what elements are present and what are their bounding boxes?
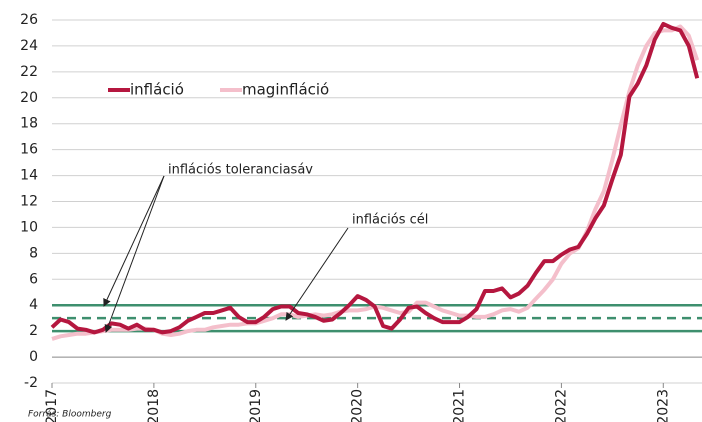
y-tick-label: 20: [20, 90, 38, 106]
y-tick-label: 0: [29, 349, 38, 365]
y-tick-label: 10: [20, 219, 38, 235]
annotation-arrow: [285, 227, 349, 321]
y-tick-label: 12: [20, 194, 38, 210]
legend: infláció maginfláció: [108, 81, 329, 99]
y-tick-label: 24: [20, 38, 38, 54]
y-tick-label: 8: [29, 245, 38, 261]
legend-label: infláció: [130, 81, 184, 99]
y-tick-label: 4: [29, 297, 38, 313]
grid: [51, 19, 702, 388]
annotation-arrow: [104, 175, 165, 333]
x-tick-label: 2023: [655, 389, 671, 422]
y-tick-label: 26: [20, 12, 38, 28]
source: Forrás: Bloomberg: [28, 410, 112, 420]
series-line: [51, 24, 700, 341]
y-tick-label: 22: [20, 64, 38, 80]
annotation: inflációs toleranciasáv: [168, 163, 313, 178]
x-tick-label: 2022: [553, 389, 569, 422]
y-tick-label: 6: [29, 271, 38, 287]
x-tick-label: 2021: [452, 389, 468, 422]
y-tick-label: -2: [24, 375, 38, 391]
lines: [50, 21, 700, 341]
series-line: [50, 21, 700, 335]
y-tick-label: 16: [20, 142, 38, 158]
x-tick-label: 2019: [248, 389, 264, 422]
y-tick-label: 18: [20, 116, 38, 132]
y-tick-label: 14: [20, 168, 38, 184]
annotation-arrow: [103, 175, 165, 307]
x-tick-label: 2018: [146, 389, 162, 422]
x-tick-label: 2017: [44, 389, 60, 422]
annotation: inflációs cél: [352, 213, 428, 228]
x-tick-label: 2020: [350, 389, 366, 422]
legend-label: maginfláció: [242, 81, 329, 99]
y-tick-label: 2: [29, 323, 38, 339]
